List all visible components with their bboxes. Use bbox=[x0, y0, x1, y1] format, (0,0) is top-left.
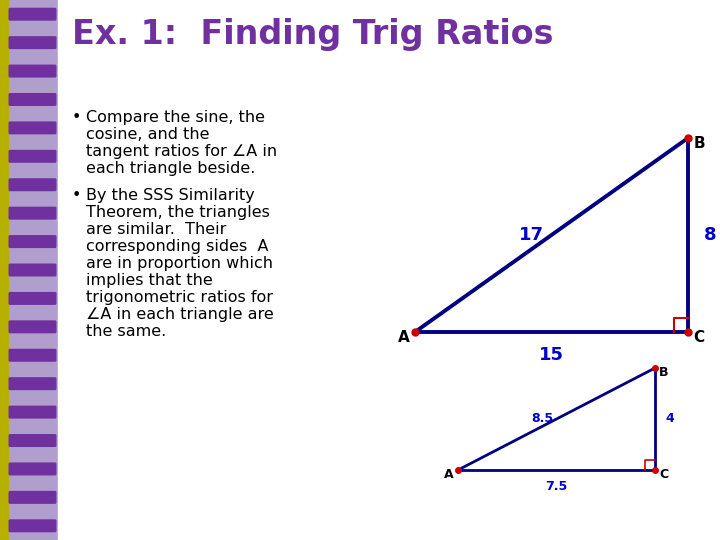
FancyBboxPatch shape bbox=[9, 434, 56, 447]
FancyBboxPatch shape bbox=[9, 36, 56, 49]
Text: B: B bbox=[659, 366, 668, 379]
Text: Ex. 1:  Finding Trig Ratios: Ex. 1: Finding Trig Ratios bbox=[72, 18, 554, 51]
Text: the same.: the same. bbox=[86, 324, 166, 339]
Text: are similar.  Their: are similar. Their bbox=[86, 222, 226, 237]
FancyBboxPatch shape bbox=[9, 519, 56, 532]
FancyBboxPatch shape bbox=[9, 207, 56, 220]
FancyBboxPatch shape bbox=[9, 491, 56, 504]
Text: 4: 4 bbox=[665, 413, 674, 426]
Text: C: C bbox=[659, 468, 668, 481]
FancyBboxPatch shape bbox=[9, 235, 56, 248]
FancyBboxPatch shape bbox=[9, 178, 56, 191]
FancyBboxPatch shape bbox=[9, 150, 56, 163]
Bar bbox=[0, 0, 8, 540]
Text: trigonometric ratios for: trigonometric ratios for bbox=[86, 290, 273, 305]
Text: ∠A in each triangle are: ∠A in each triangle are bbox=[86, 307, 274, 322]
FancyBboxPatch shape bbox=[9, 8, 56, 21]
FancyBboxPatch shape bbox=[9, 406, 56, 419]
FancyBboxPatch shape bbox=[9, 292, 56, 305]
Text: Theorem, the triangles: Theorem, the triangles bbox=[86, 205, 270, 220]
FancyBboxPatch shape bbox=[9, 349, 56, 362]
Bar bbox=[0, 0, 58, 540]
Text: A: A bbox=[444, 468, 454, 481]
FancyBboxPatch shape bbox=[9, 320, 56, 333]
Text: 8.5: 8.5 bbox=[531, 413, 554, 426]
FancyBboxPatch shape bbox=[9, 264, 56, 276]
Text: tangent ratios for ∠A in: tangent ratios for ∠A in bbox=[86, 144, 277, 159]
Text: B: B bbox=[694, 136, 706, 151]
Text: By the SSS Similarity: By the SSS Similarity bbox=[86, 188, 255, 203]
Text: A: A bbox=[398, 330, 410, 345]
FancyBboxPatch shape bbox=[9, 377, 56, 390]
Text: 8: 8 bbox=[704, 226, 716, 244]
Text: •: • bbox=[72, 188, 81, 203]
Text: cosine, and the: cosine, and the bbox=[86, 127, 210, 142]
Text: 15: 15 bbox=[539, 346, 564, 364]
Text: C: C bbox=[693, 330, 704, 345]
FancyBboxPatch shape bbox=[9, 122, 56, 134]
Text: corresponding sides  A: corresponding sides A bbox=[86, 239, 269, 254]
Text: Compare the sine, the: Compare the sine, the bbox=[86, 110, 265, 125]
FancyBboxPatch shape bbox=[9, 462, 56, 475]
Text: 7.5: 7.5 bbox=[545, 480, 567, 493]
FancyBboxPatch shape bbox=[9, 65, 56, 78]
Text: implies that the: implies that the bbox=[86, 273, 212, 288]
Text: •: • bbox=[72, 110, 81, 125]
Text: each triangle beside.: each triangle beside. bbox=[86, 161, 256, 176]
FancyBboxPatch shape bbox=[9, 93, 56, 106]
Text: 17: 17 bbox=[519, 226, 544, 244]
Text: are in proportion which: are in proportion which bbox=[86, 256, 273, 271]
